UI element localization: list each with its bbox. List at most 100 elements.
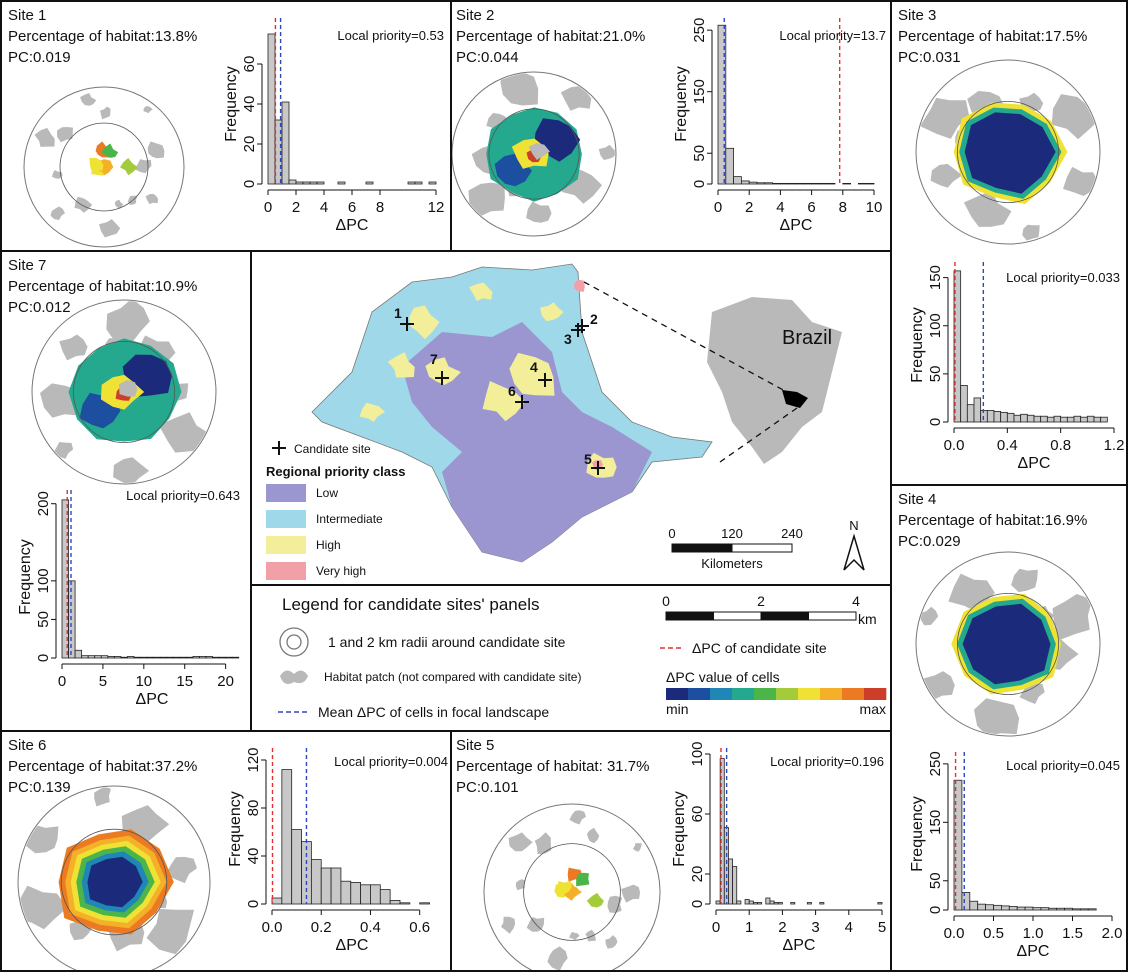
site-5-y-tick-label: 20 <box>689 866 706 883</box>
map-graphic: 1 2 3 4 5 6 7 Brazil Candidate site Regional prio… <box>252 252 890 584</box>
site-1-landscape <box>24 87 184 247</box>
site-1-x-tick-label: 4 <box>320 199 328 216</box>
site-4-histogram-bar <box>1009 906 1017 910</box>
site-7-y-axis-label: Frequency <box>17 539 34 615</box>
site-2-local-priority: Local priority=13.7 <box>779 28 886 43</box>
site-2-habitat-percentage: Percentage of habitat:21.0% <box>456 28 645 45</box>
candidate-site-number: 4 <box>530 359 538 375</box>
site-4-x-axis-label: ΔPC <box>1017 943 1050 960</box>
legend-color-scale-min: min <box>666 701 689 717</box>
site-3-histogram-bar <box>1094 417 1101 422</box>
site-6-panel: Site 6 Percentage of habitat:37.2% PC:0.13… <box>0 730 452 972</box>
site-1-local-priority: Local priority=0.53 <box>337 28 444 43</box>
site-6-graphic: Site 6 Percentage of habitat:37.2% PC:0.13… <box>2 732 450 970</box>
site-1-x-axis-label: ΔPC <box>336 217 369 234</box>
candidate-site-number: 6 <box>508 383 516 399</box>
site-2-histogram-bar <box>843 183 851 184</box>
site-1-histogram-bar <box>338 182 345 184</box>
site-7-histogram-bar <box>219 657 226 658</box>
site-6-x-tick-label: 0.6 <box>409 919 430 936</box>
site-5-histogram-bar <box>753 903 757 905</box>
map-scale-tick-label: 0 <box>668 526 675 541</box>
site-1-habitat-percentage: Percentage of habitat:13.8% <box>8 28 197 45</box>
legend-color-scale-swatch <box>666 688 688 700</box>
legend-color-scale-swatch <box>820 688 842 700</box>
site-5-histogram-bar <box>778 903 782 905</box>
priority-legend-label: Low <box>316 486 338 500</box>
site-6-y-axis-label: Frequency <box>227 791 244 867</box>
site-3-histogram-bar <box>1054 416 1061 422</box>
site-1-x-tick-label: 0 <box>264 199 272 216</box>
site-7-histogram-bar <box>186 657 193 658</box>
site-5-histogram-bar <box>733 867 737 905</box>
legend-scale-segment <box>714 612 762 620</box>
site-3-histogram-bar <box>1074 416 1081 422</box>
legend-scale-unit: km <box>858 611 877 627</box>
site-7-landscape <box>32 298 216 485</box>
site-6-title: Site 6 <box>8 737 46 754</box>
site-3-histogram-bar <box>1061 417 1068 422</box>
site-4-histogram: 0501502500.0 0.5 1.0 1.5 2.0ΔPCFrequencyLoca… <box>909 751 1122 960</box>
site-2-x-tick-label: 0 <box>714 199 722 216</box>
legend-inner-radius-icon <box>287 635 301 649</box>
legend-scale-tick-label: 4 <box>852 593 860 609</box>
legend-color-scale-swatch <box>842 688 864 700</box>
site-7-x-tick-label: 15 <box>176 673 193 690</box>
site-1-histogram: 02040600 2 4 6 8 12ΔPCFrequencyLocal priority… <box>223 18 444 234</box>
legend-color-scale-swatch <box>688 688 710 700</box>
site-3-histogram-bar <box>1034 416 1041 422</box>
site-1-histogram-bar <box>296 182 303 184</box>
site-4-panel: Site 4 Percentage of habitat:16.9% PC:0.02… <box>890 484 1128 972</box>
site-3-x-tick-label: 1.2 <box>1104 437 1125 454</box>
site-3-x-tick-label: 0.4 <box>997 437 1018 454</box>
site-1-pc-value: PC:0.019 <box>8 49 71 66</box>
site-3-y-axis-label: Frequency <box>909 307 926 383</box>
site-2-histogram-bar <box>765 183 773 184</box>
site-6-y-tick-label: 80 <box>245 800 262 817</box>
site-2-histogram-bar <box>734 177 742 184</box>
site-3-histogram-bar <box>1087 416 1094 422</box>
site-4-landscape <box>916 552 1100 737</box>
priority-legend-swatch <box>266 562 306 580</box>
site-1-histogram-bar <box>366 182 373 184</box>
site-4-x-tick-label: 1.0 <box>1023 925 1044 942</box>
site-3-graphic: Site 3Percentage of habitat:17.5%PC:0.03… <box>892 2 1126 484</box>
site-4-histogram-bar <box>970 901 978 910</box>
site-2-landscape <box>452 68 617 236</box>
map-panel: 1 2 3 4 5 6 7 Brazil Candidate site Regional prio… <box>250 250 892 586</box>
site-5-histogram-bar <box>878 903 882 905</box>
site-2-histogram-bar <box>858 183 866 184</box>
site-4-x-tick-label: 1.5 <box>1062 925 1083 942</box>
site-7-histogram-bar <box>226 657 233 658</box>
site-2-histogram-bar <box>780 183 788 184</box>
legend-panel: Legend for candidate sites' panels 0 2 4 km 1… <box>250 584 892 732</box>
site-4-y-tick-label: 50 <box>927 872 944 889</box>
site-3-histogram-bar <box>974 398 981 422</box>
site-5-y-tick-label: 0 <box>689 900 706 908</box>
site-6-histogram-bar <box>351 882 361 904</box>
site-3-histogram-bar <box>1047 417 1054 422</box>
site-6-histogram-bar <box>380 890 390 904</box>
site-7-histogram-bar <box>127 656 134 658</box>
site-3-histogram-bar <box>1067 417 1074 422</box>
site-2-histogram-bar <box>788 183 796 184</box>
site-5-x-tick-label: 1 <box>745 919 753 936</box>
site-7-y-tick-label: 50 <box>35 611 52 628</box>
site-4-histogram-bar <box>1041 908 1049 910</box>
site-7-histogram-bar <box>69 581 76 658</box>
site-6-histogram-bar <box>321 868 331 904</box>
legend-scale-tick-label: 0 <box>662 593 670 609</box>
legend-color-scale-swatch <box>864 688 886 700</box>
site-3-local-priority: Local priority=0.033 <box>1006 270 1120 285</box>
site-6-histogram-bar <box>302 842 312 904</box>
site-4-histogram-bar <box>978 904 986 910</box>
site-4-x-tick-label: 0.0 <box>944 925 965 942</box>
site-5-y-tick-label: 60 <box>689 806 706 823</box>
map-scale-bar-dark <box>672 544 732 552</box>
site-5-x-tick-label: 3 <box>811 919 819 936</box>
site-7-local-priority: Local priority=0.643 <box>126 488 240 503</box>
site-4-pc-value: PC:0.029 <box>898 533 961 550</box>
site-5-x-tick-label: 2 <box>778 919 786 936</box>
site-7-title: Site 7 <box>8 257 46 274</box>
